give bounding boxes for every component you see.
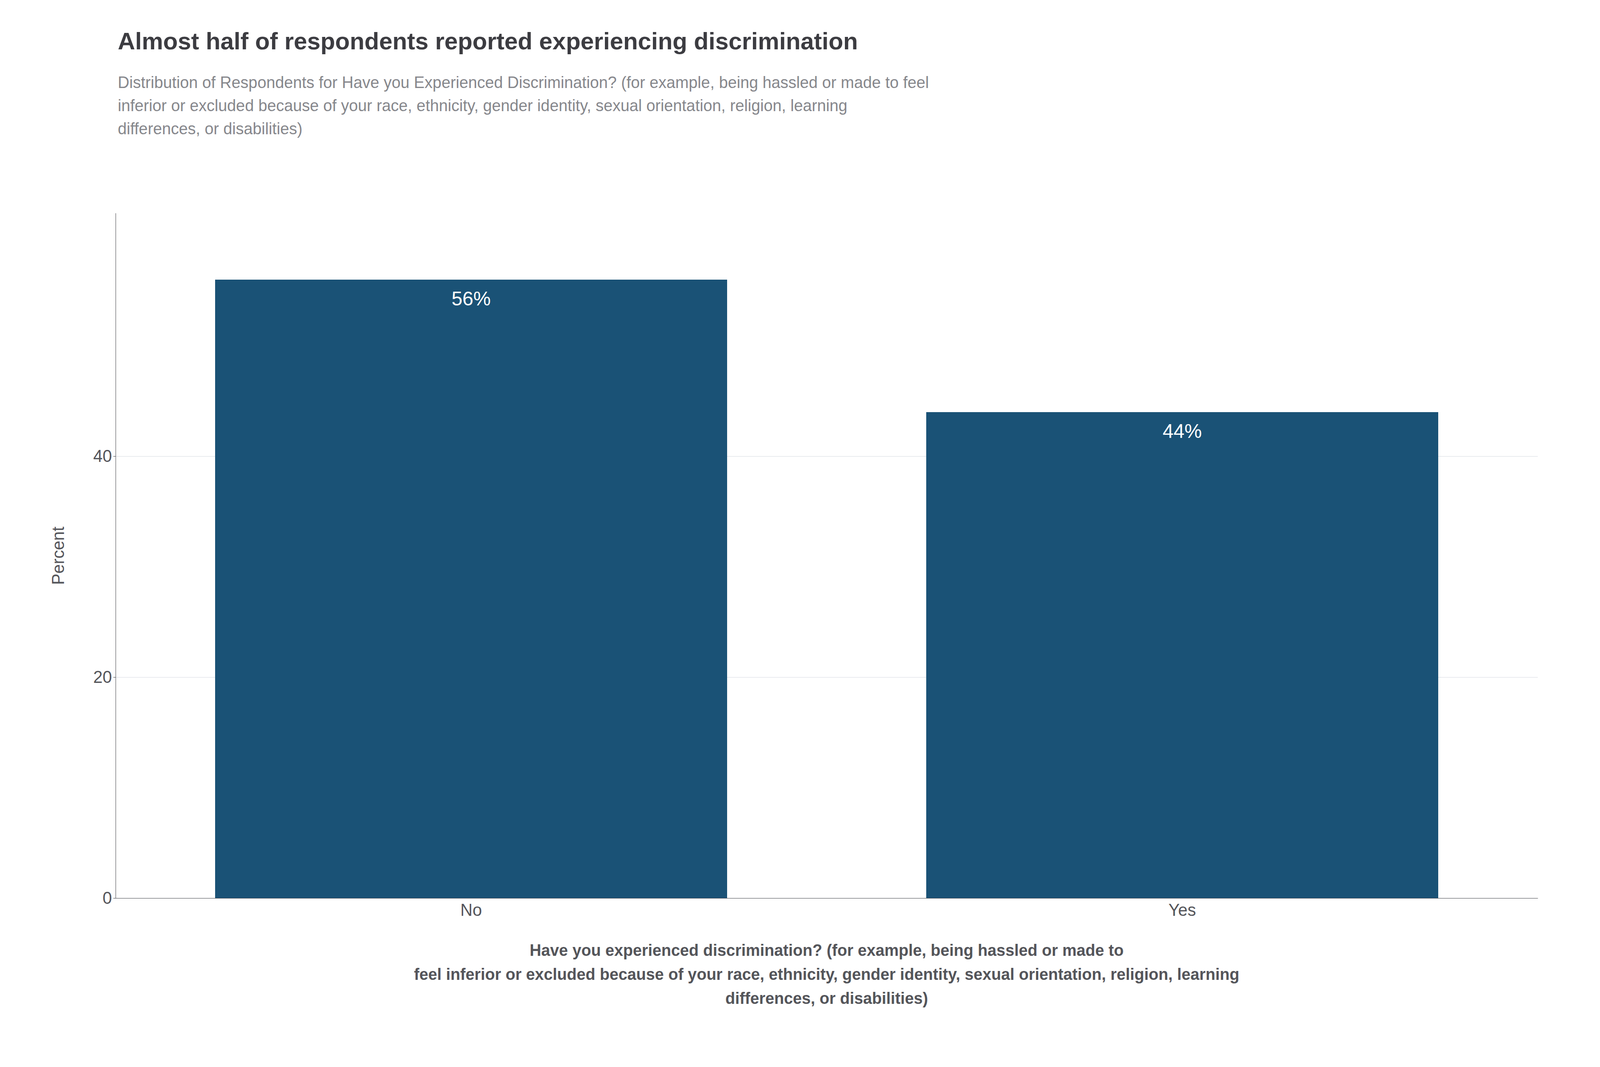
svg-text:Almost half of respondents rep: Almost half of respondents reported expe…	[117, 27, 858, 55]
svg-text:40: 40	[93, 446, 112, 466]
svg-text:44%: 44%	[1162, 420, 1202, 442]
svg-text:Percent: Percent	[48, 526, 68, 585]
svg-text:Have you experienced discrimin: Have you experienced discrimination? (fo…	[529, 940, 1124, 960]
svg-text:0: 0	[102, 888, 112, 908]
svg-text:No: No	[460, 900, 483, 920]
svg-text:differences, or disabilities): differences, or disabilities)	[725, 988, 928, 1008]
svg-text:feel inferior or excluded beca: feel inferior or excluded because of you…	[413, 964, 1240, 984]
svg-text:differences, or disabilities): differences, or disabilities)	[117, 119, 303, 138]
svg-text:Distribution of Respondents fo: Distribution of Respondents for Have you…	[117, 73, 929, 92]
svg-text:20: 20	[93, 667, 112, 687]
svg-text:inferior or excluded because o: inferior or excluded because of your rac…	[117, 96, 848, 115]
svg-text:56%: 56%	[451, 287, 491, 310]
svg-text:Yes: Yes	[1168, 900, 1196, 920]
